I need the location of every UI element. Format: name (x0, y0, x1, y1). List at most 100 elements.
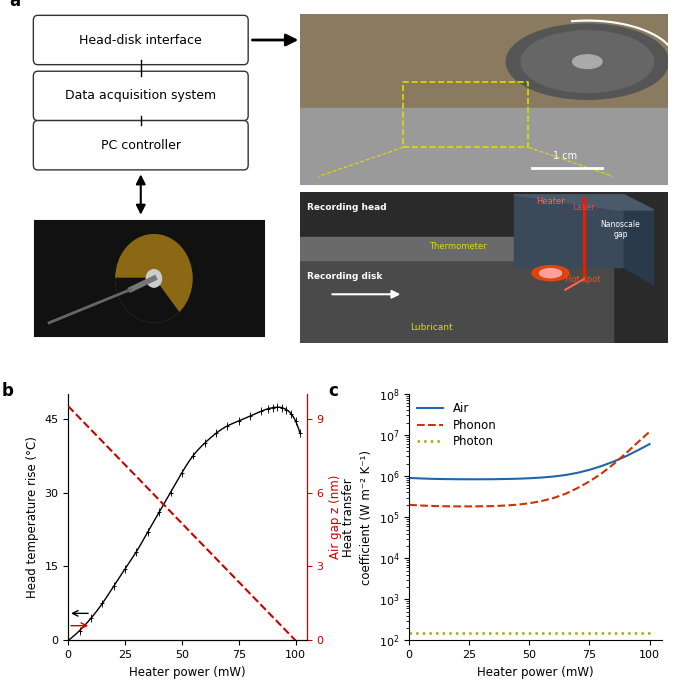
Photon (417, 629, 426, 637)
Line: Phonon: Phonon (409, 432, 649, 506)
Photon (537, 629, 546, 637)
Air (429, 475, 437, 483)
Phonon (489, 502, 497, 510)
Text: Recording disk: Recording disk (308, 272, 383, 282)
Photon (549, 629, 557, 637)
Phonon (465, 502, 473, 510)
Polygon shape (514, 195, 653, 210)
Polygon shape (116, 278, 179, 322)
Air (453, 475, 461, 484)
Photon (645, 629, 653, 637)
Photon (477, 629, 486, 637)
Line: Air: Air (409, 444, 649, 479)
X-axis label: Heater power (mW): Heater power (mW) (477, 666, 594, 679)
Air (514, 475, 522, 483)
Phonon (561, 490, 569, 498)
Photon (514, 629, 522, 637)
Photon (585, 629, 593, 637)
Photon (489, 629, 497, 637)
Circle shape (116, 235, 192, 322)
Phonon (477, 502, 486, 510)
Phonon (537, 497, 546, 506)
Photon (453, 629, 461, 637)
Polygon shape (300, 237, 613, 260)
Air (537, 473, 546, 482)
Air (441, 475, 449, 483)
Air (610, 458, 618, 466)
Phonon (429, 502, 437, 510)
Polygon shape (300, 260, 613, 342)
Phonon (549, 494, 557, 502)
Text: Heater: Heater (536, 197, 565, 206)
Photon (465, 629, 473, 637)
Air (585, 466, 593, 474)
Photon (429, 629, 437, 637)
Phonon (501, 501, 509, 510)
Circle shape (506, 24, 668, 99)
Circle shape (532, 266, 569, 281)
Phonon (453, 502, 461, 510)
Text: Laser: Laser (573, 203, 595, 212)
Circle shape (539, 269, 561, 277)
Phonon (585, 477, 593, 486)
Air (549, 473, 557, 481)
Air (465, 475, 473, 484)
Text: Head-disk interface: Head-disk interface (79, 34, 202, 47)
Text: PC controller: PC controller (101, 139, 181, 151)
Legend: Air, Phonon, Photon: Air, Phonon, Photon (415, 400, 499, 451)
Phonon (610, 460, 618, 469)
Air (645, 440, 653, 448)
Air (417, 474, 426, 482)
Photon (634, 629, 642, 637)
Circle shape (521, 31, 653, 92)
Polygon shape (300, 14, 668, 185)
Photon (574, 629, 582, 637)
Text: Lubricant: Lubricant (411, 323, 453, 332)
Polygon shape (514, 195, 624, 267)
Photon (597, 629, 606, 637)
Photon (501, 629, 509, 637)
Air (501, 475, 509, 483)
Text: c: c (329, 382, 338, 399)
Phonon (514, 501, 522, 509)
Phonon (525, 499, 533, 508)
Text: Recording head: Recording head (308, 203, 387, 212)
Phonon (621, 449, 629, 458)
Air (489, 475, 497, 484)
Polygon shape (300, 108, 668, 185)
Text: b: b (1, 382, 13, 399)
Text: a: a (9, 0, 20, 10)
Text: Thermometer: Thermometer (429, 242, 486, 251)
Air (621, 452, 629, 460)
Text: 1 cm: 1 cm (553, 151, 577, 161)
FancyBboxPatch shape (33, 121, 248, 170)
Phonon (417, 501, 426, 510)
Polygon shape (624, 195, 653, 285)
Phonon (405, 501, 413, 509)
Phonon (441, 502, 449, 510)
Circle shape (147, 270, 162, 287)
Air (525, 474, 533, 482)
Photon (621, 629, 629, 637)
Air (574, 469, 582, 477)
Polygon shape (300, 192, 668, 342)
FancyBboxPatch shape (33, 15, 248, 64)
Photon (561, 629, 569, 637)
Y-axis label: Air gap z (nm): Air gap z (nm) (329, 475, 342, 560)
Phonon (634, 438, 642, 447)
Phonon (574, 484, 582, 493)
Air (561, 471, 569, 479)
Text: Nanoscale
gap: Nanoscale gap (601, 220, 640, 239)
FancyBboxPatch shape (33, 71, 248, 121)
Air (597, 462, 606, 470)
X-axis label: Heater power (mW): Heater power (mW) (129, 666, 246, 679)
Air (405, 474, 413, 482)
Text: Data acquisition system: Data acquisition system (65, 90, 216, 102)
Air (634, 447, 642, 455)
Text: Hot spot: Hot spot (565, 275, 601, 284)
Air (477, 475, 486, 484)
Phonon (645, 427, 653, 436)
Photon (610, 629, 618, 637)
Photon (525, 629, 533, 637)
Photon (441, 629, 449, 637)
